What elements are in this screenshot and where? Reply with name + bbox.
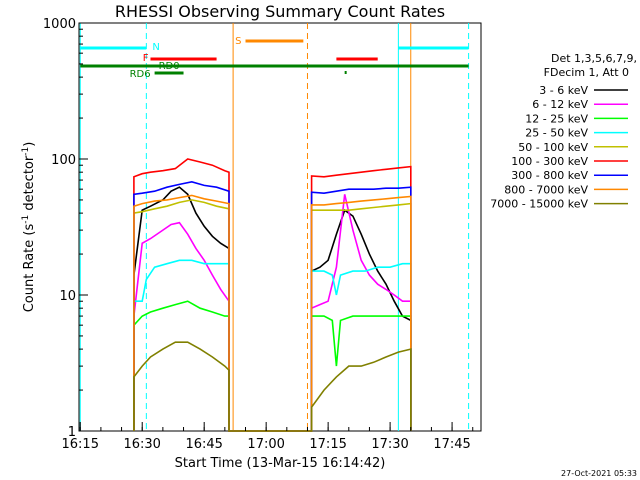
flag-label-f: F [143, 53, 149, 64]
series-lines [133, 158, 412, 432]
flag-label-rd0: RD0 [159, 61, 180, 72]
y-axis-label: Count Rate (s-1 detector-1) [21, 142, 37, 313]
legend-entry-label: 7000 - 15000 keV [490, 198, 588, 211]
x-tick-label: 17:30 [371, 437, 408, 452]
y-axis-label-sup2: -1 [21, 147, 31, 156]
series-line [133, 180, 412, 432]
y-tick-label: 100 [51, 153, 76, 168]
y-axis-label-main: Count Rate (s [22, 224, 37, 313]
legend-header-line-2: FDecim 1, Att 0 [544, 66, 629, 79]
y-tick-label: 10 [59, 289, 76, 304]
legend-header-line-1: Det 1,3,5,6,7,9, [551, 52, 637, 65]
series-line [133, 300, 412, 432]
legend-entry-label: 300 - 800 keV [511, 169, 588, 182]
x-tick-label: 17:15 [309, 437, 346, 452]
legend-entry-label: 50 - 100 keV [518, 141, 588, 154]
flag-label-rd6: RD6 [130, 69, 151, 80]
x-tick-label: 16:45 [185, 437, 222, 452]
y-axis-label-mid: detector [22, 155, 37, 215]
series-line [133, 194, 412, 432]
legend-entry-label: 12 - 25 keV [525, 112, 588, 125]
flag-label-n: N [152, 42, 159, 53]
x-tick-label: 17:00 [247, 437, 284, 452]
y-ticks: 1 10 100 1000 [43, 17, 88, 440]
y-tick-label: 1000 [43, 17, 76, 32]
legend-entry-label: 3 - 6 keV [539, 84, 588, 97]
y-axis-label-end: ) [22, 142, 37, 147]
x-tick-label: 16:15 [62, 437, 99, 452]
flag-bars: NF S RD0 RD6 [80, 36, 469, 80]
series-line [133, 259, 412, 432]
footer-date: 27-Oct-2021 05:33 [561, 469, 637, 478]
y-axis-label-sup1: -1 [21, 215, 31, 224]
x-tick-label: 16:30 [123, 437, 160, 452]
series-line [133, 341, 412, 432]
x-tick-label: 17:45 [433, 437, 470, 452]
legend-entry-label: 100 - 300 keV [511, 155, 588, 168]
flag-label-s: S [235, 36, 241, 47]
rd0-dot [344, 71, 347, 74]
legend: Det 1,3,5,6,7,9, FDecim 1, Att 0 3 - 6 k… [490, 52, 637, 211]
legend-entry-label: 6 - 12 keV [532, 98, 588, 111]
chart-title: RHESSI Observing Summary Count Rates [115, 2, 445, 21]
x-axis-label: Start Time (13-Mar-15 16:14:42) [175, 456, 386, 471]
legend-entry-label: 800 - 7000 keV [504, 183, 588, 196]
x-ticks: 16:15 16:30 16:45 17:00 17:15 17:30 17:45 [62, 422, 474, 452]
y-tick-label: 1 [68, 425, 76, 440]
series-line [133, 194, 412, 432]
legend-entry-label: 25 - 50 keV [525, 127, 588, 140]
